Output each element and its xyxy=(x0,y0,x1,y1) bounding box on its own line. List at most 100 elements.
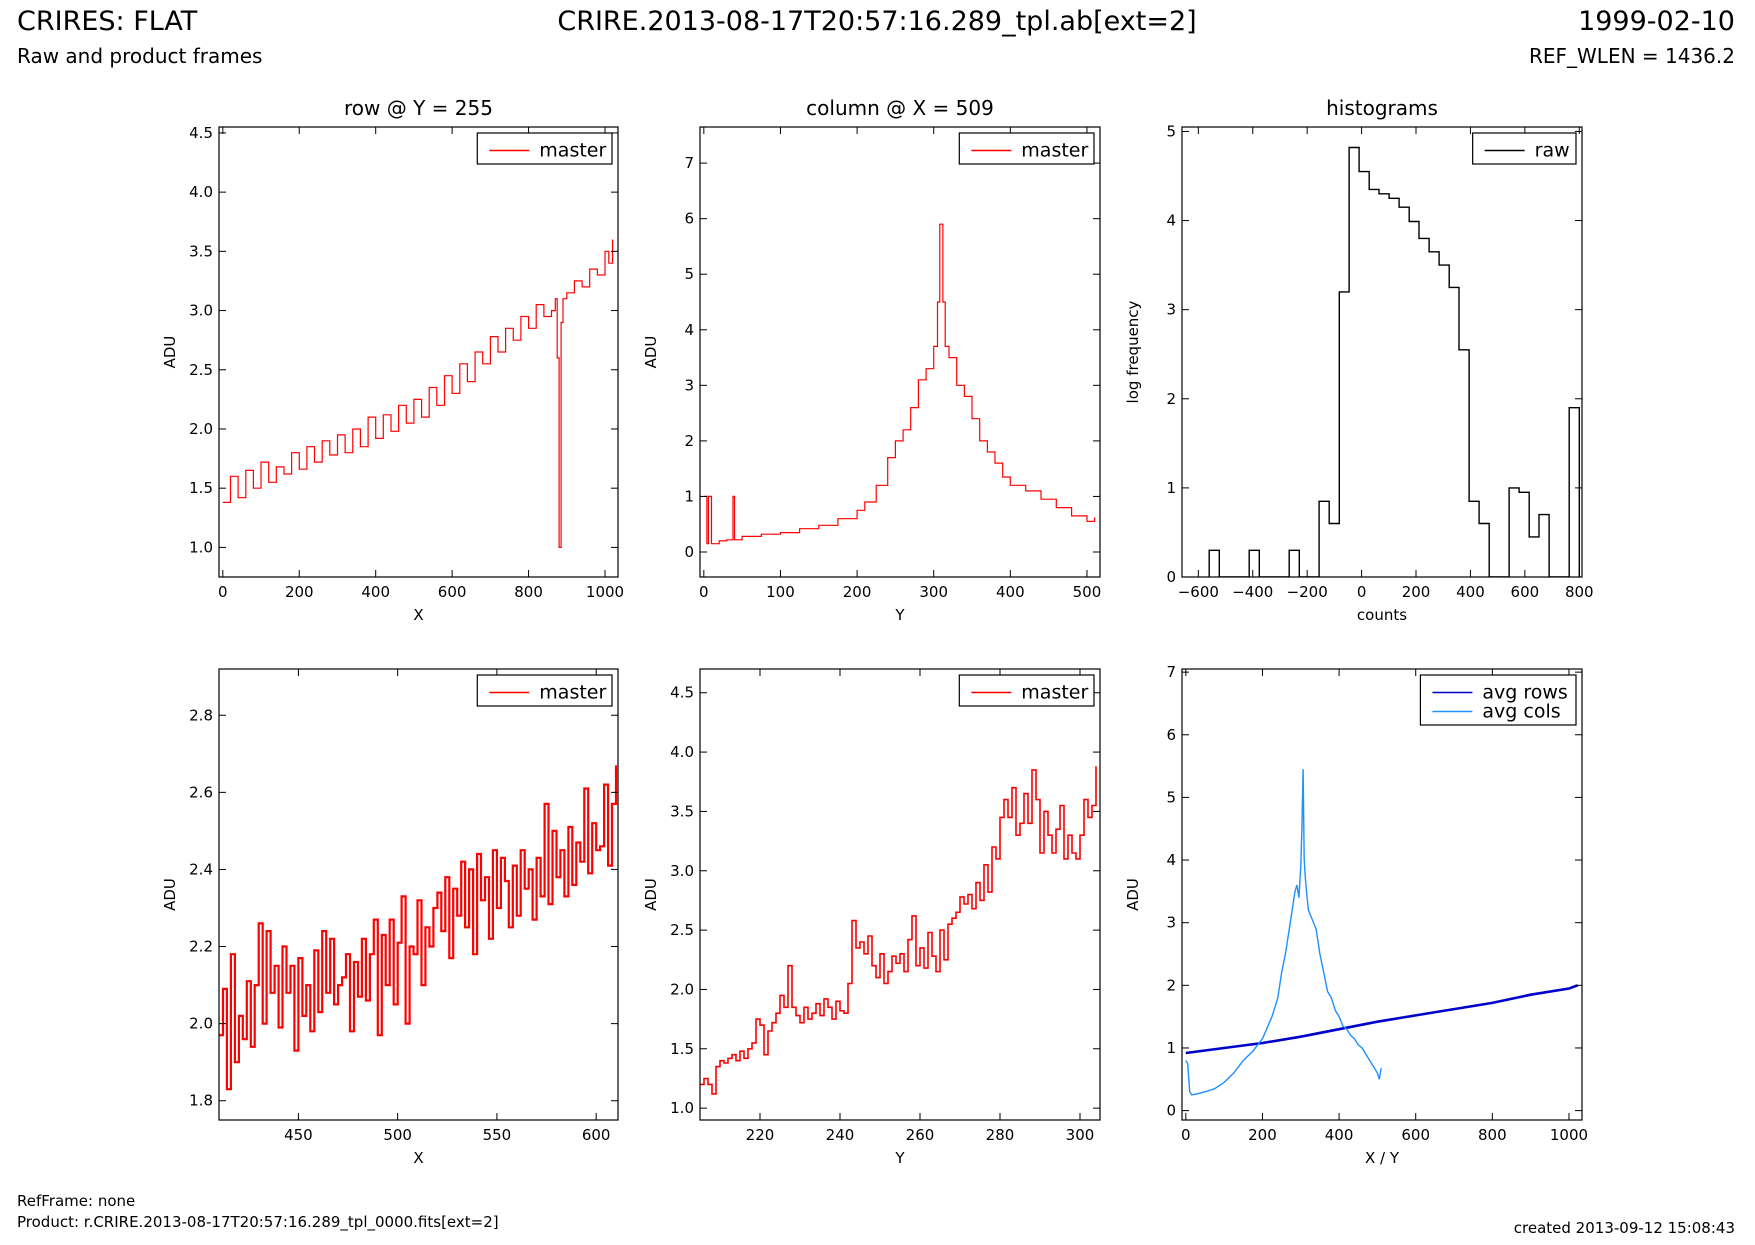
x-tick-label: 200 xyxy=(843,583,872,601)
x-axis-label: Y xyxy=(894,1149,905,1167)
y-tick-label: 3.0 xyxy=(189,302,213,320)
y-tick-label: 1.5 xyxy=(670,1040,694,1058)
x-axis-label: X xyxy=(413,1149,423,1167)
x-tick-label: 500 xyxy=(1073,583,1102,601)
series-line-p1-0 xyxy=(222,239,614,548)
plot-p1: 0 200 400 600 800 1000 1.0 1.5 2.0 2.5 3.0 3.5 4.0 4.… xyxy=(161,96,624,624)
plot-title: column @ X = 509 xyxy=(806,96,994,120)
x-tick-label: 600 xyxy=(438,583,467,601)
product-label: Product: r.CRIRE.2013-08-17T20:57:16.289… xyxy=(17,1213,499,1231)
y-tick-label: 4 xyxy=(1166,851,1176,869)
y-tick-label: 7 xyxy=(1166,663,1176,681)
x-tick-label: −200 xyxy=(1287,583,1328,601)
legend-box xyxy=(958,674,1095,707)
y-tick-label: 3.5 xyxy=(189,242,213,260)
legend-label: avg cols xyxy=(1482,701,1560,723)
x-tick-label: 200 xyxy=(1402,583,1431,601)
y-tick-label: 2.0 xyxy=(189,1015,213,1033)
y-tick-label: 2.0 xyxy=(189,420,213,438)
plot-p6: 0 200 400 600 800 1000 0 1 2 3 4 5 6 7 X / Y ADU avg row… xyxy=(1124,663,1588,1167)
y-axis-label: ADU xyxy=(1124,878,1142,911)
x-tick-label: 800 xyxy=(1565,583,1594,601)
x-tick-label: 280 xyxy=(986,1126,1015,1144)
refframe-label: RefFrame: none xyxy=(17,1192,136,1210)
y-tick-label: 3.5 xyxy=(670,802,694,820)
x-axis-label: X xyxy=(413,606,423,624)
x-axis-label: Y xyxy=(894,606,905,624)
legend-box xyxy=(476,132,613,165)
x-tick-label: 220 xyxy=(746,1126,775,1144)
legend: master xyxy=(958,674,1095,707)
plot-frame xyxy=(218,668,619,1121)
x-tick-label: 1000 xyxy=(1550,1126,1588,1144)
y-tick-label: 2.2 xyxy=(189,938,213,956)
x-tick-label: 800 xyxy=(514,583,543,601)
x-tick-label: 600 xyxy=(582,1126,611,1144)
x-tick-label: 500 xyxy=(383,1126,412,1144)
y-tick-label: 1 xyxy=(1166,479,1176,497)
series-line-p2-0 xyxy=(703,223,1096,545)
x-tick-label: 600 xyxy=(1511,583,1540,601)
series-line-p4-0 xyxy=(219,765,618,1091)
x-tick-label: 400 xyxy=(1456,583,1485,601)
y-tick-label: 6 xyxy=(1166,726,1176,744)
plot-p2: 0 100 200 300 400 500 0 1 2 3 4 5 6 7 column @ X = 509… xyxy=(642,96,1101,624)
y-tick-label: 4 xyxy=(684,321,694,339)
y-tick-label: 1.0 xyxy=(189,538,213,556)
x-tick-label: 0 xyxy=(218,583,228,601)
y-tick-label: 2 xyxy=(1166,390,1176,408)
created-timestamp: created 2013-09-12 15:08:43 xyxy=(1513,1219,1735,1237)
y-axis-label: ADU xyxy=(161,878,179,911)
file-name-title: CRIRE.2013-08-17T20:57:16.289_tpl.ab[ext… xyxy=(557,6,1197,37)
plot-frame xyxy=(1181,126,1583,578)
y-tick-label: 1 xyxy=(684,487,694,505)
legend: master xyxy=(476,674,613,707)
legend-box xyxy=(1472,132,1577,165)
page-subtitle: Raw and product frames xyxy=(17,44,263,68)
y-tick-label: 5 xyxy=(1166,788,1176,806)
y-tick-label: 5 xyxy=(684,265,694,283)
x-tick-label: 300 xyxy=(1066,1126,1095,1144)
x-tick-label: −400 xyxy=(1232,583,1273,601)
x-axis-label: counts xyxy=(1357,606,1407,624)
legend-label: raw xyxy=(1535,140,1570,162)
legend-box xyxy=(958,132,1095,165)
x-tick-label: 300 xyxy=(919,583,948,601)
x-tick-label: 600 xyxy=(1401,1126,1430,1144)
plot-frame xyxy=(218,126,619,578)
legend-box xyxy=(476,674,613,707)
x-tick-label: 0 xyxy=(1181,1126,1191,1144)
legend-label: master xyxy=(539,140,606,162)
plot-p4: 450 500 550 600 1.8 2.0 2.2 2.4 2.6 2.8 X ADU master xyxy=(161,668,619,1167)
y-tick-label: 0 xyxy=(1166,1102,1176,1120)
x-tick-label: −600 xyxy=(1178,583,1219,601)
y-tick-label: 1.0 xyxy=(670,1099,694,1117)
legend-label: avg rows xyxy=(1482,682,1567,704)
plot-frame xyxy=(699,126,1101,578)
y-tick-label: 2.5 xyxy=(670,921,694,939)
y-tick-label: 4.0 xyxy=(189,183,213,201)
legend-label: master xyxy=(539,682,606,704)
y-tick-label: 3 xyxy=(1166,301,1176,319)
y-tick-label: 4.0 xyxy=(670,743,694,761)
y-axis-label: ADU xyxy=(642,336,660,369)
y-tick-label: 6 xyxy=(684,210,694,228)
y-tick-label: 2.8 xyxy=(189,706,213,724)
y-axis-label: ADU xyxy=(161,336,179,369)
x-tick-label: 100 xyxy=(766,583,795,601)
y-tick-label: 2.6 xyxy=(189,783,213,801)
legend-box xyxy=(1419,674,1577,726)
plot-title: histograms xyxy=(1326,96,1438,120)
legend: raw xyxy=(1472,132,1577,165)
x-tick-label: 200 xyxy=(1248,1126,1277,1144)
x-tick-label: 240 xyxy=(826,1126,855,1144)
y-tick-label: 7 xyxy=(684,154,694,172)
y-tick-label: 5 xyxy=(1166,122,1176,140)
y-tick-label: 2 xyxy=(684,432,694,450)
y-axis-label: ADU xyxy=(642,878,660,911)
plot-p3: −600 −400 −200 0 200 400 600 800 0 1 2 3 4 5 histogram… xyxy=(1124,96,1594,624)
y-tick-label: 4.5 xyxy=(670,684,694,702)
series-line-p6-0 xyxy=(1185,984,1579,1055)
y-tick-label: 2 xyxy=(1166,976,1176,994)
